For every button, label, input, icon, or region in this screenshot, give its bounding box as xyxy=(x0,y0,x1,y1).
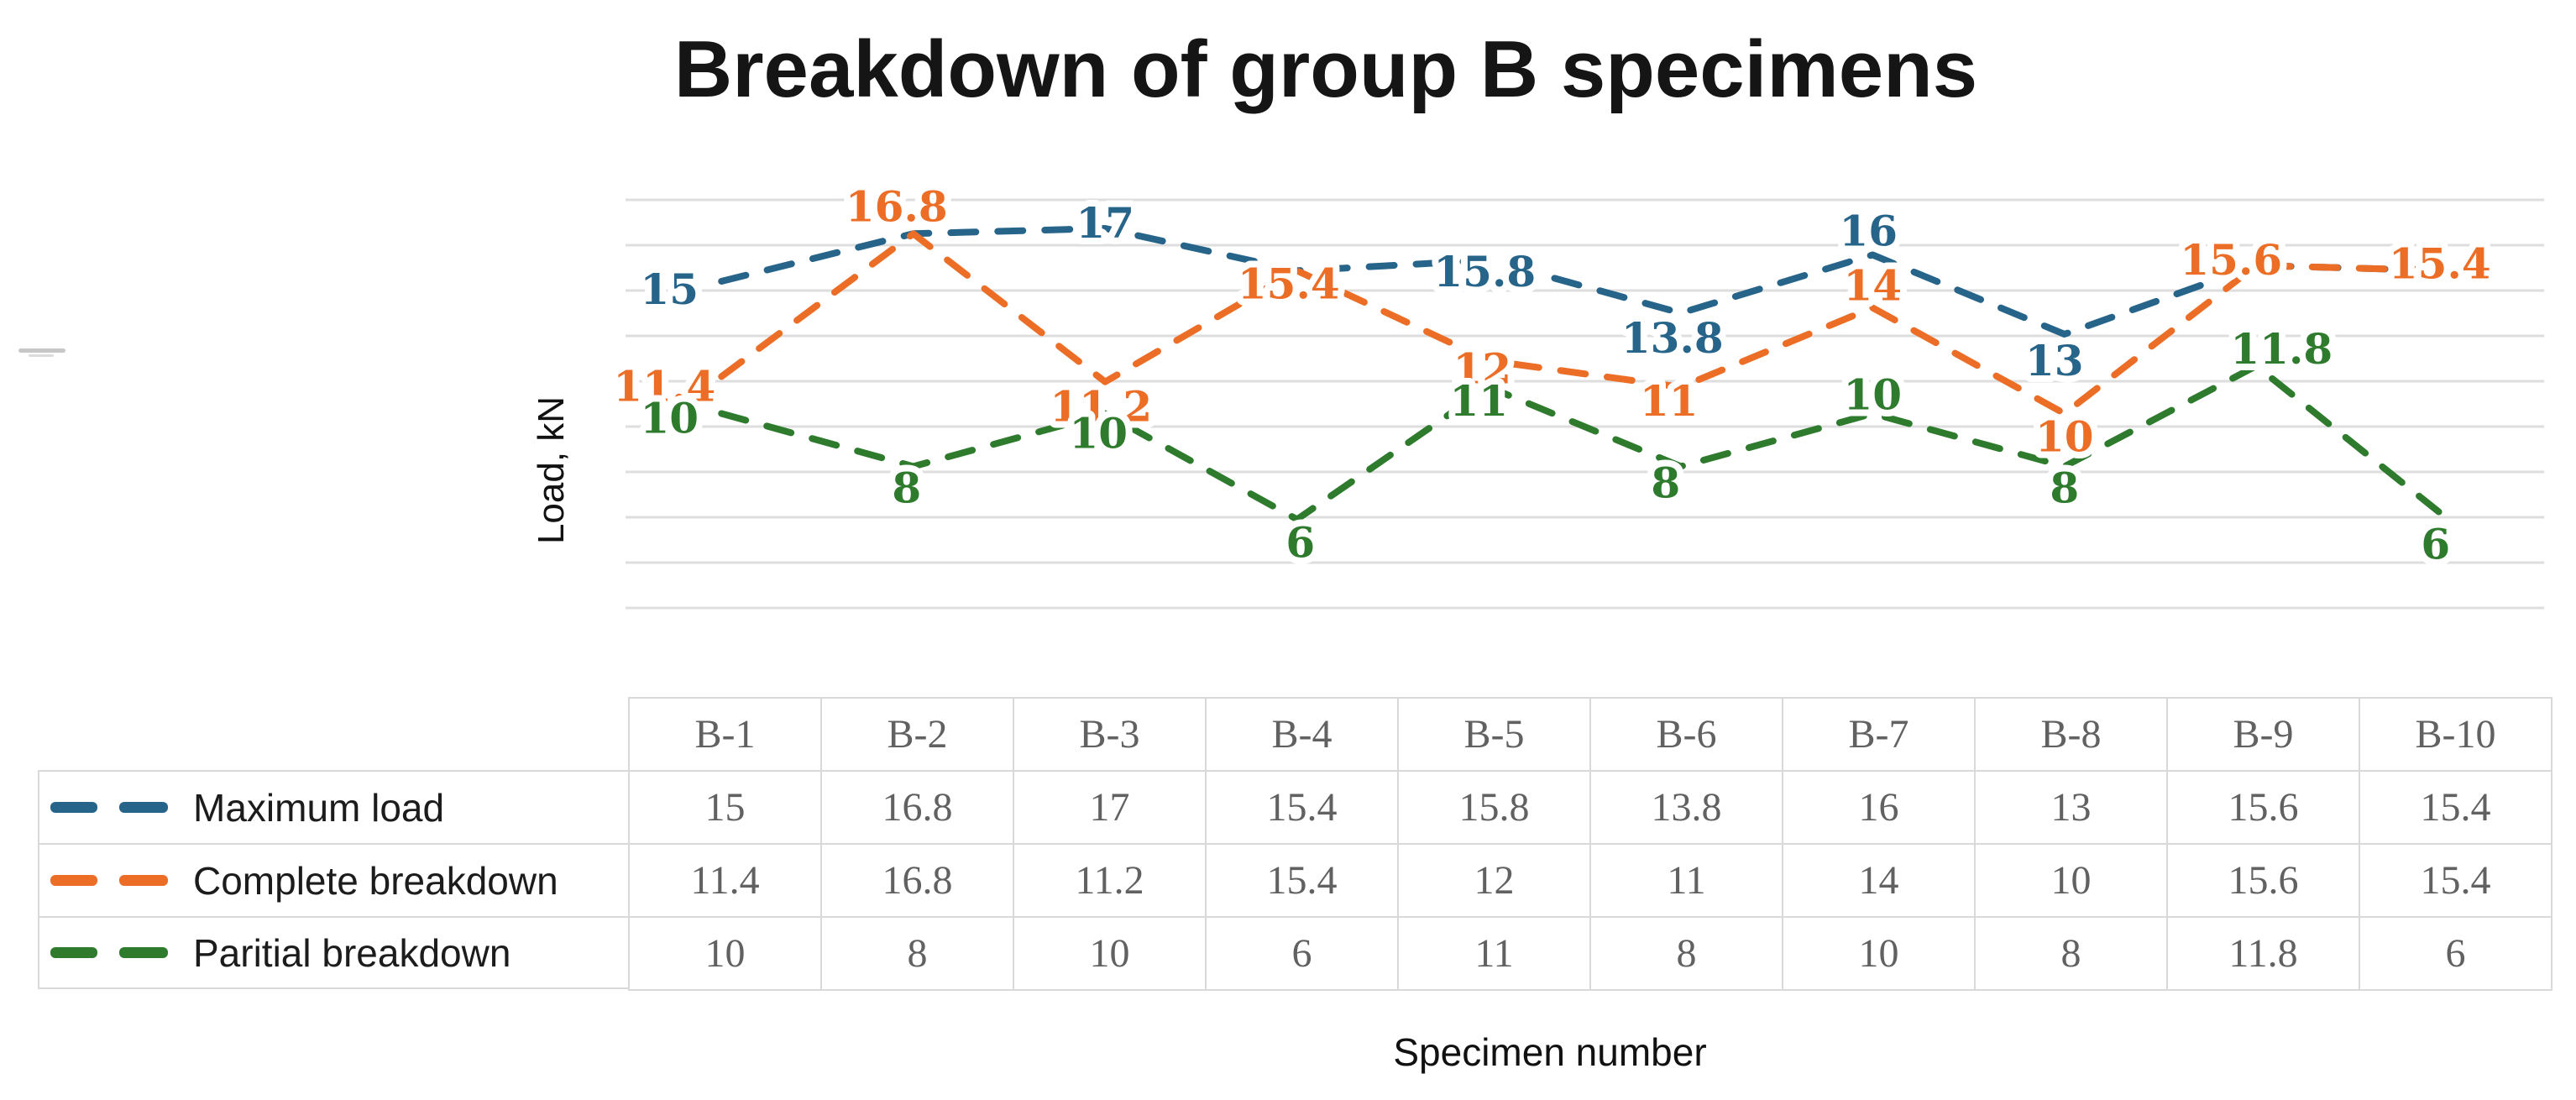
chart-title: Breakdown of group B specimens xyxy=(673,24,1978,114)
series-line-paritial-breakdown xyxy=(718,362,2452,523)
table-header-cell: B-6 xyxy=(1589,697,1783,772)
stray-mark-artifact xyxy=(18,348,65,353)
table-cell: 8 xyxy=(1589,916,1783,991)
table-cell: 15.4 xyxy=(2359,770,2552,845)
data-label: 11.8 xyxy=(2230,324,2333,374)
legend-label: Maximum load xyxy=(193,785,445,830)
table-header-cell: B-9 xyxy=(2166,697,2360,772)
data-label: 13.8 xyxy=(1621,313,1724,363)
legend-label: Paritial breakdown xyxy=(193,930,511,975)
table-header-cell: B-10 xyxy=(2359,697,2552,772)
table-cell: 15.6 xyxy=(2166,843,2360,918)
table-cell: 12 xyxy=(1397,843,1591,918)
data-label: 11.2 xyxy=(1050,382,1152,432)
chart-legend: Maximum load Complete breakdown Paritial b… xyxy=(38,770,628,989)
table-cell: 13.8 xyxy=(1589,770,1783,845)
table-header-cell: B-2 xyxy=(820,697,1014,772)
data-label: 10 xyxy=(1069,409,1128,458)
legend-dash-swatch xyxy=(50,802,97,813)
data-label: 15.8 xyxy=(1433,247,1536,296)
table-cell: 10 xyxy=(628,916,822,991)
table-row: 10 8 10 6 11 8 10 8 11.8 6 xyxy=(628,916,2552,991)
data-label: 12 xyxy=(1453,344,1511,394)
table-cell: 15.8 xyxy=(1397,770,1591,845)
table-header-cell: B-4 xyxy=(1205,697,1399,772)
data-label: 15.4 xyxy=(2389,238,2491,288)
table-cell: 16.8 xyxy=(820,843,1014,918)
table-cell: 16 xyxy=(1782,770,1976,845)
legend-dash-swatch xyxy=(119,802,168,813)
data-label: 8 xyxy=(1651,458,1680,508)
stray-mark-artifact xyxy=(29,354,54,357)
table-cell: 15.4 xyxy=(2359,843,2552,918)
table-cell: 10 xyxy=(1974,843,2168,918)
data-table: B-1 B-2 B-3 B-4 B-5 B-6 B-7 B-8 B-9 B-10 15 16.8 17 1… xyxy=(628,697,2552,991)
table-cell: 16.8 xyxy=(820,770,1014,845)
table-header-cell: B-1 xyxy=(628,697,822,772)
data-label: 10 xyxy=(1843,370,1902,420)
table-header-cell: B-7 xyxy=(1782,697,1976,772)
data-label: 6 xyxy=(1285,518,1315,568)
table-header-cell: B-8 xyxy=(1974,697,2168,772)
table-cell: 17 xyxy=(1013,770,1207,845)
table-cell: 13 xyxy=(1974,770,2168,845)
table-cell: 15 xyxy=(628,770,822,845)
legend-dash-swatch xyxy=(50,947,97,958)
data-label: 6 xyxy=(2421,520,2450,569)
data-label: 8 xyxy=(2050,464,2079,513)
x-axis-label: Specimen number xyxy=(1393,1030,1707,1074)
table-cell: 11 xyxy=(1397,916,1591,991)
legend-item-maximum-load: Maximum load xyxy=(39,770,628,843)
table-cell: 8 xyxy=(1974,916,2168,991)
table-cell: 11.4 xyxy=(628,843,822,918)
table-cell: 15.4 xyxy=(1205,843,1399,918)
legend-dash-swatch xyxy=(119,875,168,886)
legend-item-complete-breakdown: Complete breakdown xyxy=(39,843,628,916)
data-label: 15.6 xyxy=(2180,235,2282,285)
data-label: 10 xyxy=(640,394,699,443)
series-line-complete-breakdown xyxy=(718,230,2452,417)
series-line-maximum-load xyxy=(718,225,2452,338)
data-label: 10 xyxy=(2035,412,2094,462)
data-label: 11.4 xyxy=(613,361,715,411)
legend-item-paritial-breakdown: Paritial breakdown xyxy=(39,916,628,989)
table-cell: 11.8 xyxy=(2166,916,2360,991)
table-cell: 14 xyxy=(1782,843,1976,918)
table-header-cell: B-5 xyxy=(1397,697,1591,772)
table-cell: 11.2 xyxy=(1013,843,1207,918)
legend-dash-swatch xyxy=(119,947,168,958)
data-label: 13 xyxy=(2025,336,2084,385)
table-cell: 11 xyxy=(1589,843,1783,918)
table-cell: 10 xyxy=(1782,916,1976,991)
data-label: 17 xyxy=(1076,198,1134,248)
table-header-cell: B-3 xyxy=(1013,697,1207,772)
data-label: 8 xyxy=(892,464,921,513)
table-cell: 6 xyxy=(2359,916,2552,991)
data-label: 16 xyxy=(1839,207,1898,256)
table-cell: 15.4 xyxy=(1205,770,1399,845)
data-label: 15 xyxy=(640,265,699,314)
table-cell: 6 xyxy=(1205,916,1399,991)
data-label: 14 xyxy=(1843,261,1902,311)
table-cell: 10 xyxy=(1013,916,1207,991)
data-label: 11 xyxy=(1449,376,1508,426)
legend-dash-swatch xyxy=(50,875,97,886)
table-cell: 15.6 xyxy=(2166,770,2360,845)
data-label: 15.4 xyxy=(1238,259,1340,308)
data-label: 16.8 xyxy=(846,181,948,231)
table-cell: 8 xyxy=(820,916,1014,991)
table-row: 11.4 16.8 11.2 15.4 12 11 14 10 15.6 15.4 xyxy=(628,843,2552,918)
data-label: 11 xyxy=(1640,376,1699,426)
legend-label: Complete breakdown xyxy=(193,858,558,903)
table-row: 15 16.8 17 15.4 15.8 13.8 16 13 15.6 15.4 xyxy=(628,770,2552,845)
